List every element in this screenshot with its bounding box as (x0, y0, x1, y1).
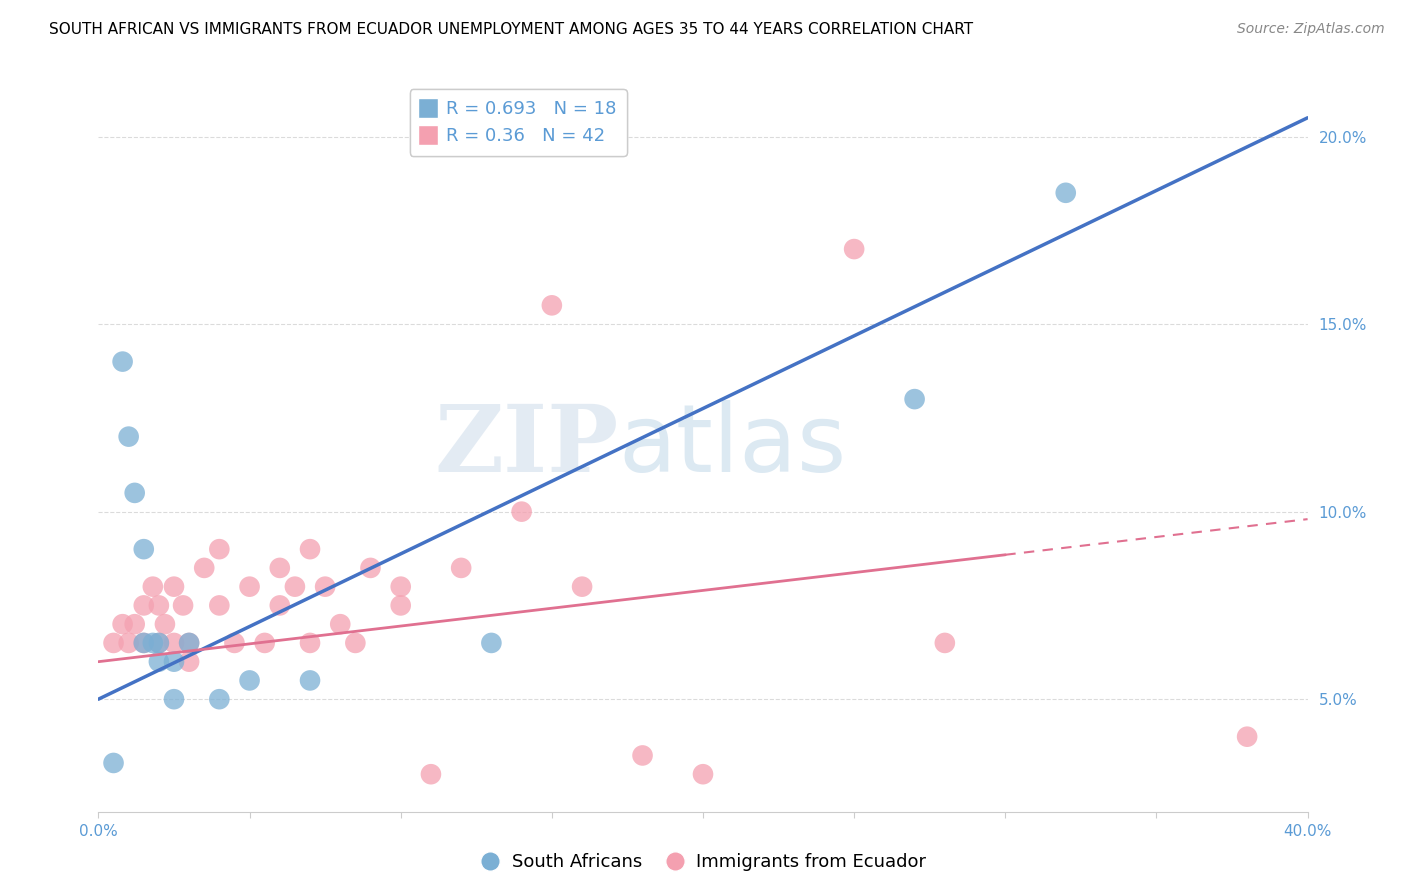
Point (389, 580, 412, 594)
Point (118, 636, 141, 650)
Point (208, 599, 231, 613)
Point (571, 580, 593, 594)
Point (540, 298, 562, 312)
Point (420, 767, 443, 781)
Point (208, 542, 231, 557)
Point (132, 636, 155, 650)
Point (692, 767, 714, 781)
Point (299, 673, 322, 688)
Point (172, 599, 194, 613)
Legend: R = 0.693   N = 18, R = 0.36   N = 42: R = 0.693 N = 18, R = 0.36 N = 42 (409, 89, 627, 156)
Point (344, 636, 367, 650)
Point (148, 636, 170, 650)
Point (904, 392, 927, 406)
Text: Source: ZipAtlas.com: Source: ZipAtlas.com (1237, 22, 1385, 37)
Point (329, 617, 352, 632)
Point (631, 748, 654, 763)
Point (934, 636, 956, 650)
Point (132, 599, 155, 613)
Point (132, 636, 155, 650)
Point (163, 692, 186, 706)
Point (163, 580, 186, 594)
Text: atlas: atlas (619, 400, 846, 492)
Point (103, 756, 125, 770)
Point (1054, 186, 1077, 200)
Point (142, 636, 165, 650)
Point (179, 636, 201, 650)
Point (124, 486, 146, 500)
Point (253, 636, 276, 650)
Point (124, 617, 146, 632)
Point (148, 636, 170, 650)
Point (481, 636, 503, 650)
Text: ZIP: ZIP (434, 401, 619, 491)
Point (118, 429, 141, 443)
Point (239, 673, 262, 688)
Point (179, 655, 201, 669)
Point (510, 505, 533, 519)
Point (132, 542, 155, 557)
Point (844, 242, 866, 256)
Point (103, 636, 125, 650)
Legend: South Africans, Immigrants from Ecuador: South Africans, Immigrants from Ecuador (472, 847, 934, 879)
Point (142, 580, 165, 594)
Point (1236, 730, 1258, 744)
Point (269, 599, 291, 613)
Point (269, 561, 291, 575)
Point (224, 636, 246, 650)
Point (239, 580, 262, 594)
Point (111, 617, 134, 632)
Point (163, 655, 186, 669)
Point (450, 561, 472, 575)
Point (299, 636, 322, 650)
Point (179, 636, 201, 650)
Point (284, 580, 307, 594)
Text: SOUTH AFRICAN VS IMMIGRANTS FROM ECUADOR UNEMPLOYMENT AMONG AGES 35 TO 44 YEARS : SOUTH AFRICAN VS IMMIGRANTS FROM ECUADOR… (49, 22, 973, 37)
Point (360, 561, 382, 575)
Point (111, 354, 134, 368)
Point (314, 580, 336, 594)
Point (208, 692, 231, 706)
Point (153, 617, 176, 632)
Point (163, 636, 186, 650)
Point (193, 561, 215, 575)
Point (148, 599, 170, 613)
Point (389, 599, 412, 613)
Point (148, 655, 170, 669)
Point (299, 542, 322, 557)
